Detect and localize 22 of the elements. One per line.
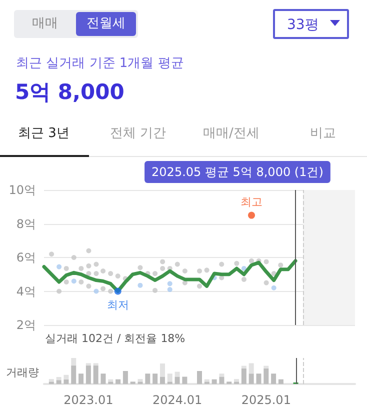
- y-tick-label: 6억: [16, 250, 36, 264]
- y-axis-title: 거래량: [6, 365, 39, 380]
- x-tick-label: 2025.01: [241, 393, 291, 407]
- y-tick-label: 2억: [16, 318, 36, 332]
- chart-title: 5억 8,000: [15, 79, 124, 106]
- text: 비교: [310, 125, 336, 142]
- y-tick-label: 10억: [8, 183, 36, 197]
- text: 최근 3년: [18, 125, 70, 142]
- ref-line-label: 2025.05 평균 5억 8,000 (1건): [152, 165, 324, 179]
- y-tick-label: 4억: [16, 284, 36, 298]
- text: 전월세: [76, 12, 136, 36]
- annotation: 최고: [240, 195, 262, 208]
- chart-title: 실거래 102건 / 회전율 18%: [45, 331, 186, 346]
- chart-subtitle: 최근 실거래 기준 1개월 평균: [16, 55, 184, 72]
- text: 매매: [31, 15, 59, 33]
- text: 33평: [287, 16, 319, 34]
- y-tick-label: 8억: [16, 216, 36, 231]
- text: 매매/전세: [203, 125, 260, 142]
- x-tick-label: 2023.01: [64, 393, 114, 407]
- x-tick-label: 2024.01: [152, 393, 202, 407]
- text: 전체 기간: [110, 125, 166, 142]
- annotation: 최저: [106, 298, 129, 312]
